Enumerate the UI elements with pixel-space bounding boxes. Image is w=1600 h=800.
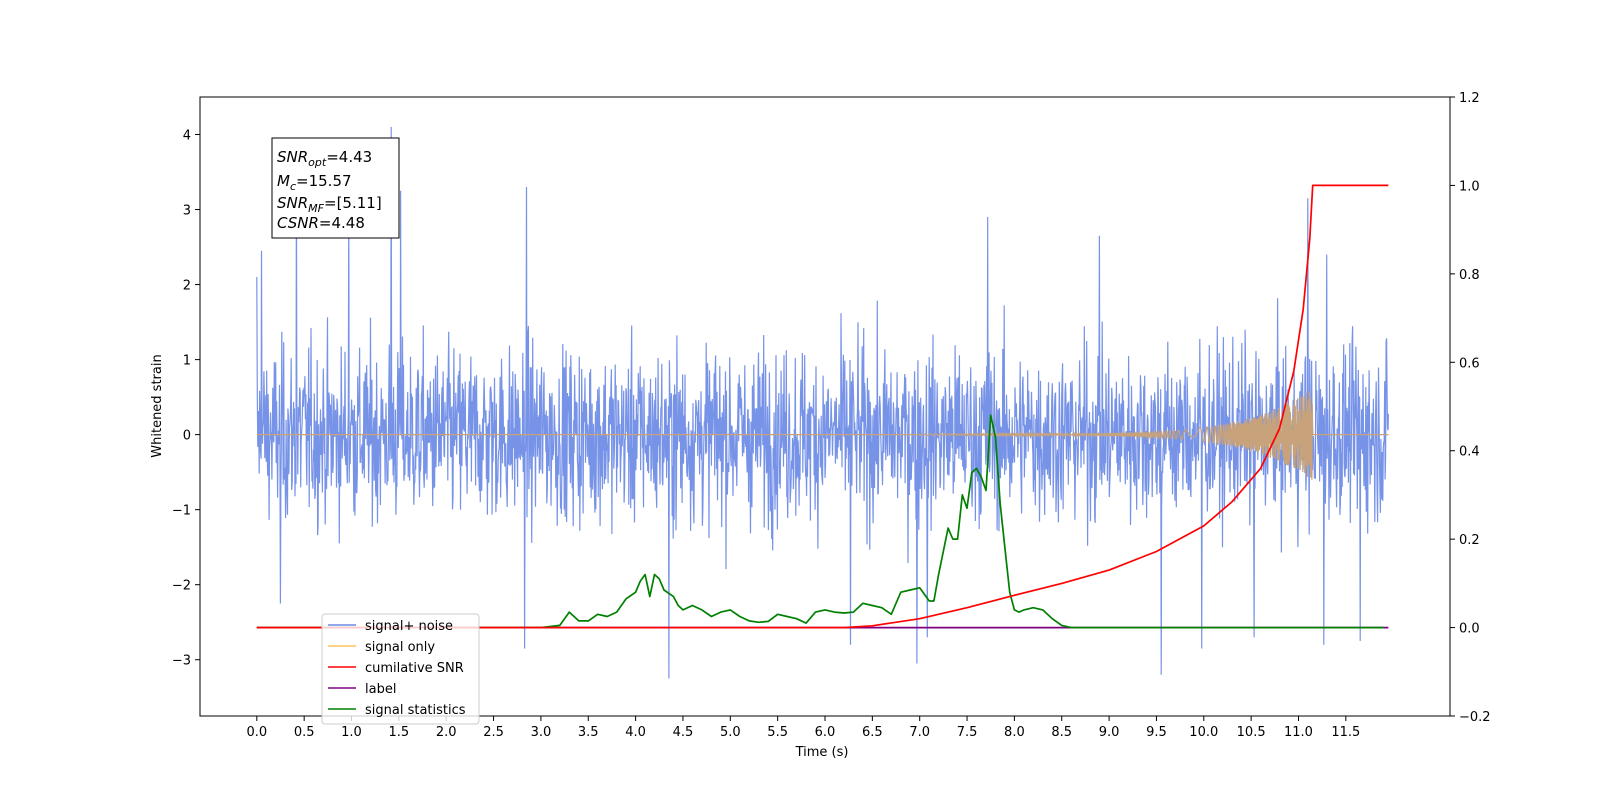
x-tick-label: 8.5 — [1051, 725, 1072, 740]
left-y-tick-label: −3 — [172, 654, 191, 669]
legend-label-signal-statistics: signal statistics — [365, 703, 466, 718]
annotation-snr-mf: SNRMF=[5.11] — [277, 194, 382, 215]
right-y-tick-label: 0.2 — [1459, 533, 1480, 548]
y-axis-label-left: Whitened strain — [150, 354, 165, 457]
legend-label-label: label — [365, 682, 396, 697]
signal-only-line — [256, 391, 1389, 480]
left-y-tick-label: −2 — [172, 579, 191, 594]
right-y-axis-ticks: −0.2 0.0 0.2 0.4 0.6 0.8 1.0 1.2 — [1450, 91, 1491, 725]
signal-statistics-line — [256, 414, 1384, 629]
left-y-tick-label: 2 — [183, 279, 191, 294]
signal-plus-noise-series — [256, 126, 1389, 679]
right-y-tick-label: 0.0 — [1459, 622, 1480, 637]
right-y-tick-label: 0.4 — [1459, 445, 1480, 460]
legend-label-cumulative-snr: cumilative SNR — [365, 661, 464, 676]
x-axis-ticks: 0.0 0.5 1.0 1.5 2.0 2.5 3.0 3.5 4.0 4.5 5.0 5.5 6.0 6… — [246, 716, 1360, 740]
x-tick-label: 2.0 — [436, 725, 457, 740]
left-y-tick-label: 3 — [183, 204, 191, 219]
right-y-tick-label: 1.0 — [1459, 179, 1480, 194]
legend-label-signal-noise: signal+ noise — [365, 619, 453, 634]
x-tick-label: 11.0 — [1284, 725, 1313, 740]
x-tick-label: 2.5 — [483, 725, 504, 740]
x-tick-label: 0.0 — [246, 725, 267, 740]
left-y-tick-label: −1 — [172, 504, 191, 519]
x-tick-label: 3.5 — [578, 725, 599, 740]
right-y-tick-label: 0.6 — [1459, 356, 1480, 371]
x-tick-label: 9.0 — [1099, 725, 1120, 740]
x-tick-label: 9.5 — [1146, 725, 1167, 740]
x-tick-label: 1.5 — [389, 725, 410, 740]
left-y-tick-label: 4 — [183, 129, 191, 144]
legend: signal+ noise signal only cumilative SNR… — [321, 613, 480, 725]
x-tick-label: 7.5 — [957, 725, 978, 740]
x-axis-label: Time (s) — [795, 745, 849, 760]
x-tick-label: 5.0 — [720, 725, 741, 740]
annotation-snr-opt: SNRopt=4.43 — [277, 148, 372, 169]
left-y-tick-label: 1 — [183, 354, 191, 369]
x-tick-label: 4.0 — [625, 725, 646, 740]
legend-label-signal-only: signal only — [365, 640, 435, 655]
x-tick-label: 0.5 — [294, 725, 315, 740]
x-tick-label: 11.5 — [1331, 725, 1360, 740]
annotation-mc: Mc=15.57 — [277, 172, 352, 193]
signal-plus-noise-line — [256, 126, 1389, 679]
x-tick-label: 6.0 — [815, 725, 836, 740]
signal-only-series — [256, 391, 1389, 480]
right-y-tick-label: −0.2 — [1459, 710, 1491, 725]
x-tick-label: 1.0 — [341, 725, 362, 740]
right-y-tick-label: 0.8 — [1459, 268, 1480, 283]
x-tick-label: 5.5 — [767, 725, 788, 740]
cumulative-snr-line — [256, 184, 1389, 629]
x-tick-label: 3.0 — [531, 725, 552, 740]
left-y-tick-label: 0 — [183, 429, 191, 444]
right-y-tick-label: 1.2 — [1459, 91, 1480, 106]
annotation-box: SNRopt=4.43 Mc=15.57 SNRMF=[5.11] CSNR=4… — [271, 137, 400, 239]
left-y-axis-ticks: −3 −2 −1 0 1 2 3 4 — [172, 129, 200, 669]
x-tick-label: 10.5 — [1237, 725, 1266, 740]
x-tick-label: 7.0 — [909, 725, 930, 740]
x-tick-label: 6.5 — [862, 725, 883, 740]
x-tick-label: 4.5 — [673, 725, 694, 740]
x-tick-label: 10.0 — [1189, 725, 1218, 740]
x-tick-label: 8.0 — [1004, 725, 1025, 740]
annotation-csnr: CSNR=4.48 — [277, 214, 365, 232]
